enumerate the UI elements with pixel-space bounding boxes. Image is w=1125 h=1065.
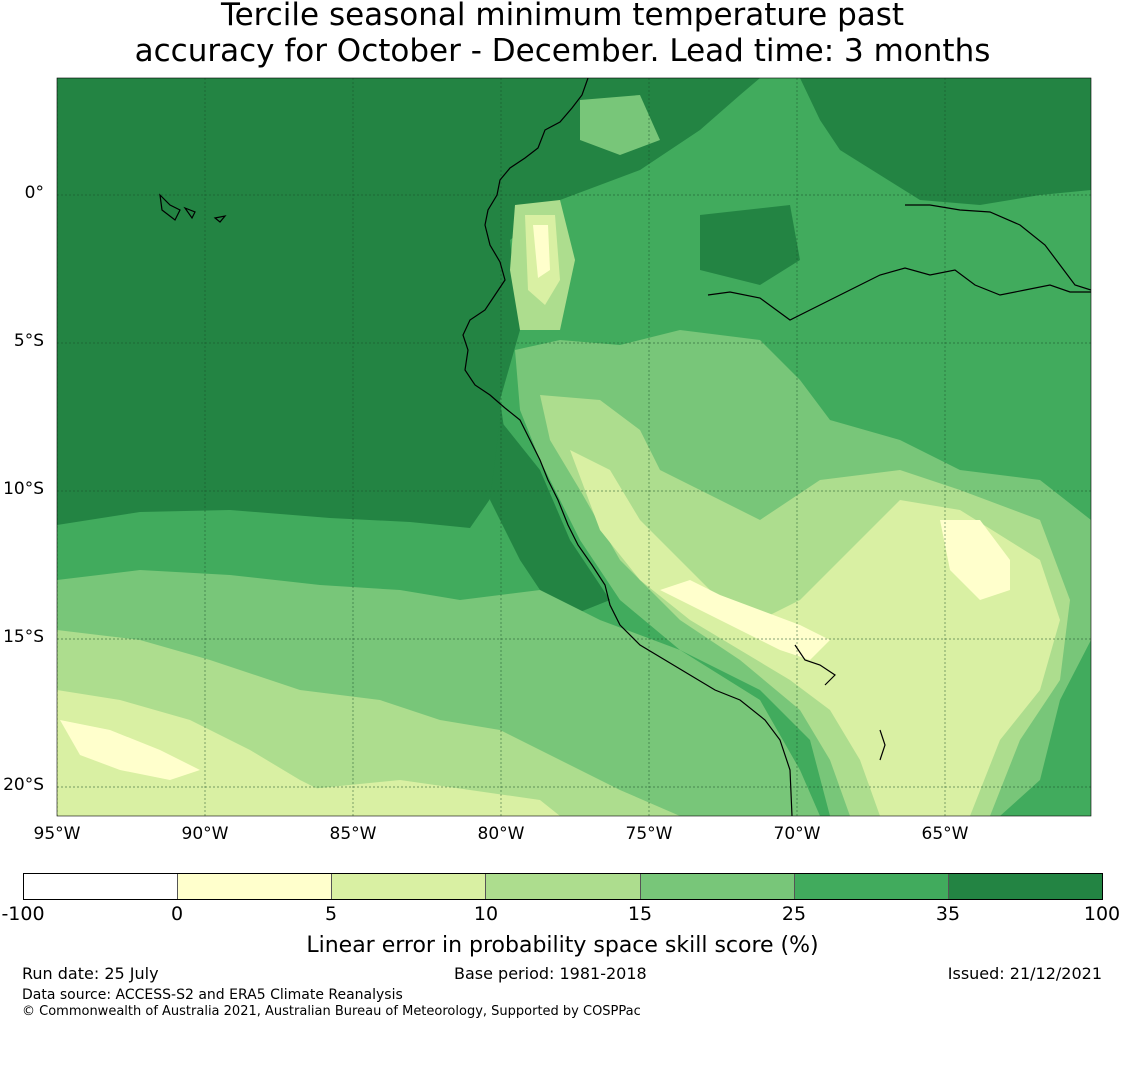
lon-label-95w: 95°W (33, 824, 81, 844)
skill-region-5-10-sw (300, 780, 560, 816)
lon-label-70w: 70°W (773, 824, 821, 844)
colorbar-tick-label: -100 (1, 903, 45, 925)
base-period: Base period: 1981-2018 (454, 964, 647, 983)
lat-label-15s: 15°S (3, 627, 44, 647)
skill-region-35-100-coast-peru (490, 420, 610, 620)
lat-label-0: 0° (24, 183, 44, 203)
skill-region-0-5-sw (60, 720, 200, 780)
skill-region-35-100-ecuador (700, 205, 800, 285)
lon-label-90w: 90°W (181, 824, 229, 844)
lon-label-80w: 80°W (477, 824, 525, 844)
skill-region-15-25-north (580, 95, 660, 155)
colorbar-tick-label: 100 (1083, 903, 1121, 925)
colorbar-tick-label: 5 (324, 903, 338, 925)
skill-region-0-5-ecuador (533, 225, 550, 278)
skill-region-35-100-north (800, 78, 1091, 205)
lat-label-10s: 10°S (3, 479, 44, 499)
run-date: Run date: 25 July (22, 964, 159, 983)
colorbar-tick-label: 10 (473, 903, 499, 925)
coastline (159, 78, 1091, 816)
skill-region-0-5 (660, 580, 830, 660)
colorbar-segment-4 (486, 874, 641, 899)
colorbar-segment-5 (640, 874, 795, 899)
colorbar-segment-1 (24, 874, 179, 899)
colorbar-tick-label: 25 (781, 903, 807, 925)
colorbar-segment-7 (948, 874, 1102, 899)
colorbar-label: Linear error in probability space skill … (306, 933, 819, 958)
map-frame (56, 77, 1092, 817)
chart-title-line-2: accuracy for October - December. Lead ti… (134, 33, 991, 69)
lon-label-75w: 75°W (625, 824, 673, 844)
skill-field (57, 78, 1091, 816)
gridlines (57, 78, 1091, 816)
colorbar-tick-label: 15 (627, 903, 653, 925)
colorbar (23, 873, 1103, 900)
colorbar-tick-label: 35 (935, 903, 961, 925)
skill-region-5-10 (57, 690, 340, 816)
copyright: © Commonwealth of Australia 2021, Austra… (22, 1004, 641, 1019)
lon-label-85w: 85°W (329, 824, 377, 844)
colorbar-tick-label: 0 (170, 903, 184, 925)
skill-region-0-5-altiplano (940, 520, 1010, 600)
lat-label-5s: 5°S (13, 331, 44, 351)
chart-title-line-1: Tercile seasonal minimum temperature pas… (220, 0, 905, 33)
data-source: Data source: ACCESS-S2 and ERA5 Climate … (22, 987, 403, 1003)
colorbar-segment-3 (332, 874, 487, 899)
colorbar-segment-6 (794, 874, 949, 899)
lon-label-65w: 65°W (921, 824, 969, 844)
issued-date: Issued: 21/12/2021 (947, 964, 1102, 983)
lat-label-20s: 20°S (3, 775, 44, 795)
colorbar-segment-2 (178, 874, 333, 899)
